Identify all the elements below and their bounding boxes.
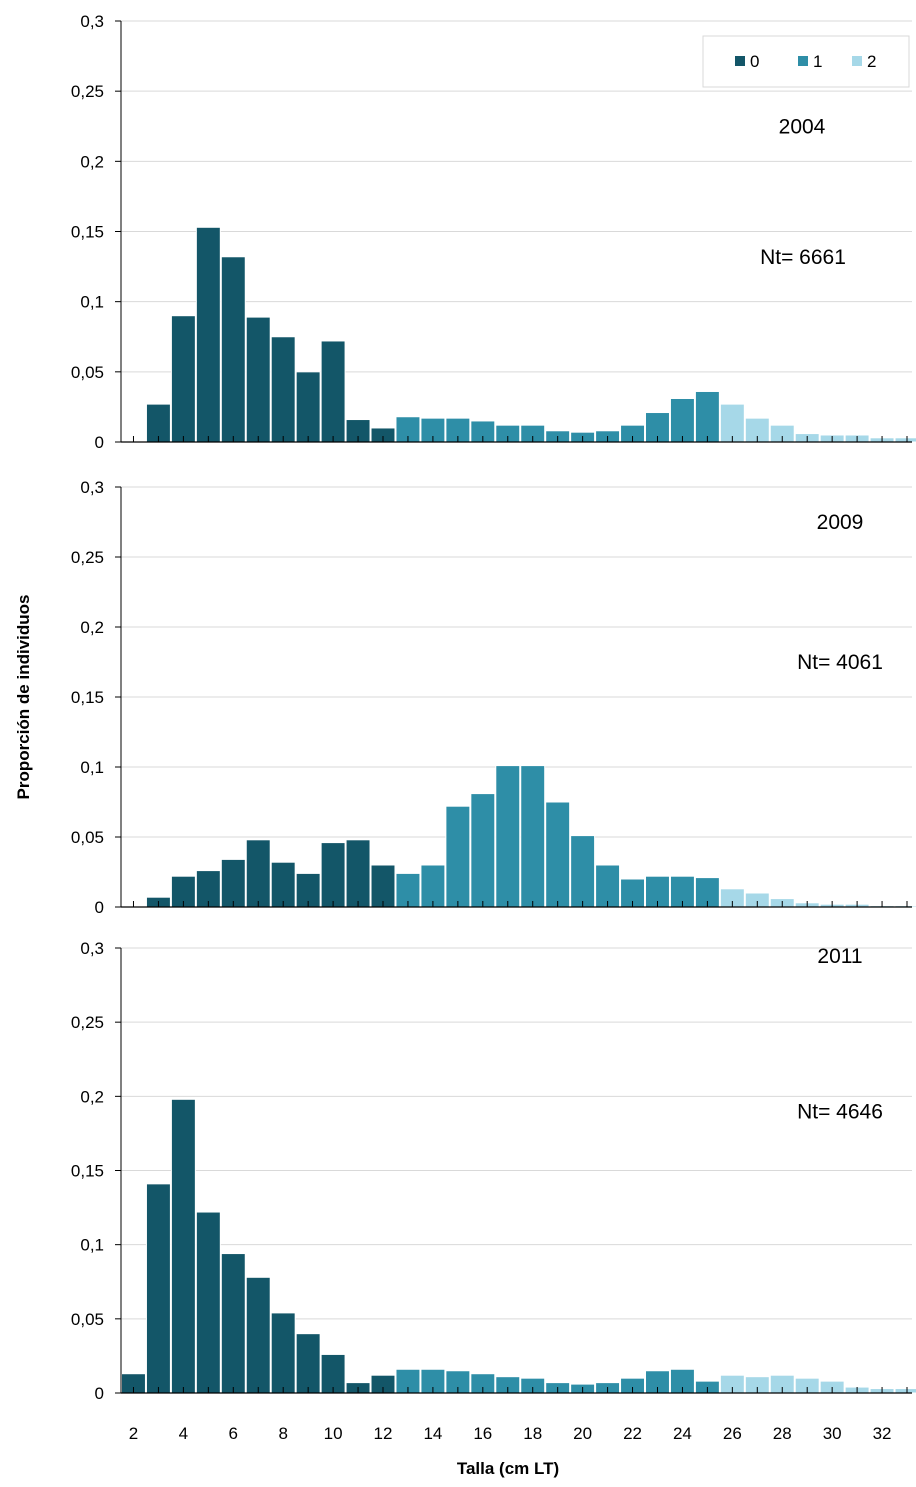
nt-label: Nt= 4061	[797, 651, 883, 674]
legend-label-1: 1	[813, 52, 822, 71]
bar	[195, 226, 221, 443]
bar	[595, 864, 621, 908]
x-tick-label: 4	[179, 1424, 188, 1443]
bar	[170, 315, 196, 443]
bar	[220, 256, 246, 443]
bar	[295, 371, 321, 443]
y-tick-label: 0	[95, 433, 104, 452]
chart-panel-2: 0 0,05 0,1 0,15 0,2 0,25 0,3 2011 Nt= 4646	[71, 939, 916, 1403]
nt-label: Nt= 6661	[760, 246, 846, 269]
x-tick-label: 16	[473, 1424, 492, 1443]
y-tick-label: 0,05	[71, 363, 104, 382]
bar	[445, 805, 471, 908]
legend: 0 1 2	[702, 35, 910, 88]
x-tick-label: 32	[873, 1424, 892, 1443]
bar	[270, 861, 296, 908]
y-axis-title: Proporción de individuos	[14, 595, 33, 800]
bar	[220, 1253, 246, 1394]
x-tick-label: 8	[278, 1424, 287, 1443]
bar	[145, 1183, 171, 1394]
y-tick-label: 0,25	[71, 1013, 104, 1032]
bar	[495, 765, 521, 908]
x-tick-label: 24	[673, 1424, 692, 1443]
y-tick-label: 0,25	[71, 548, 104, 567]
x-tick-label: 2	[129, 1424, 138, 1443]
y-tick-label: 0,15	[71, 1162, 104, 1181]
legend-swatch-1	[798, 56, 808, 66]
bar	[170, 1098, 196, 1394]
y-tick-label: 0,3	[80, 478, 104, 497]
bar	[669, 397, 695, 443]
y-tick-label: 0	[95, 1384, 104, 1403]
bar	[270, 1312, 296, 1394]
bar	[520, 765, 546, 908]
x-tick-label: 28	[773, 1424, 792, 1443]
chart-panel-1: 0 0,05 0,1 0,15 0,2 0,25 0,3 2009 Nt= 4061	[71, 478, 916, 917]
y-tick-label: 0,15	[71, 688, 104, 707]
legend-label-0: 0	[750, 52, 759, 71]
year-label: 2011	[817, 945, 862, 968]
chart-panel-0: 0 0,05 0,1 0,15 0,2 0,25 0,3 2004 Nt= 6661	[71, 12, 916, 452]
legend-swatch-0	[735, 56, 745, 66]
nt-label: Nt= 4646	[797, 1101, 883, 1124]
bar	[245, 839, 271, 908]
y-tick-label: 0,15	[71, 223, 104, 242]
bar	[320, 842, 346, 908]
year-label: 2004	[779, 115, 826, 138]
bar	[320, 340, 346, 443]
bar	[370, 864, 396, 908]
y-tick-label: 0,3	[80, 12, 104, 31]
y-tick-label: 0,2	[80, 1087, 104, 1106]
bar	[345, 839, 371, 908]
y-tick-label: 0,05	[71, 828, 104, 847]
y-tick-label: 0	[95, 898, 104, 917]
y-tick-label: 0,2	[80, 152, 104, 171]
bar	[245, 1276, 271, 1394]
legend-swatch-2	[852, 56, 862, 66]
y-tick-label: 0,1	[80, 1236, 104, 1255]
year-label: 2009	[817, 511, 864, 534]
bar	[245, 316, 271, 443]
y-tick-label: 0,25	[71, 82, 104, 101]
y-tick-label: 0,1	[80, 293, 104, 312]
x-tick-label: 26	[723, 1424, 742, 1443]
bar	[694, 390, 720, 443]
bar	[570, 835, 596, 908]
x-tick-label: 22	[623, 1424, 642, 1443]
bar	[295, 1333, 321, 1394]
x-tick-label: 30	[823, 1424, 842, 1443]
x-tick-label: 6	[229, 1424, 238, 1443]
bar	[894, 437, 916, 443]
bar	[420, 864, 446, 908]
x-tick-label: 12	[374, 1424, 393, 1443]
bar	[470, 793, 496, 908]
x-tick-label: 20	[573, 1424, 592, 1443]
bar	[894, 1388, 916, 1394]
x-tick-label: 10	[324, 1424, 343, 1443]
bar	[545, 801, 571, 908]
bar	[270, 336, 296, 443]
bar	[220, 858, 246, 908]
y-tick-label: 0,3	[80, 939, 104, 958]
x-axis-title: Talla (cm LT)	[457, 1459, 559, 1478]
y-tick-label: 0,1	[80, 758, 104, 777]
bar	[195, 1211, 221, 1394]
y-tick-label: 0,2	[80, 618, 104, 637]
legend-label-2: 2	[867, 52, 876, 71]
x-tick-label: 18	[523, 1424, 542, 1443]
x-tick-label: 14	[423, 1424, 442, 1443]
y-tick-label: 0,05	[71, 1310, 104, 1329]
